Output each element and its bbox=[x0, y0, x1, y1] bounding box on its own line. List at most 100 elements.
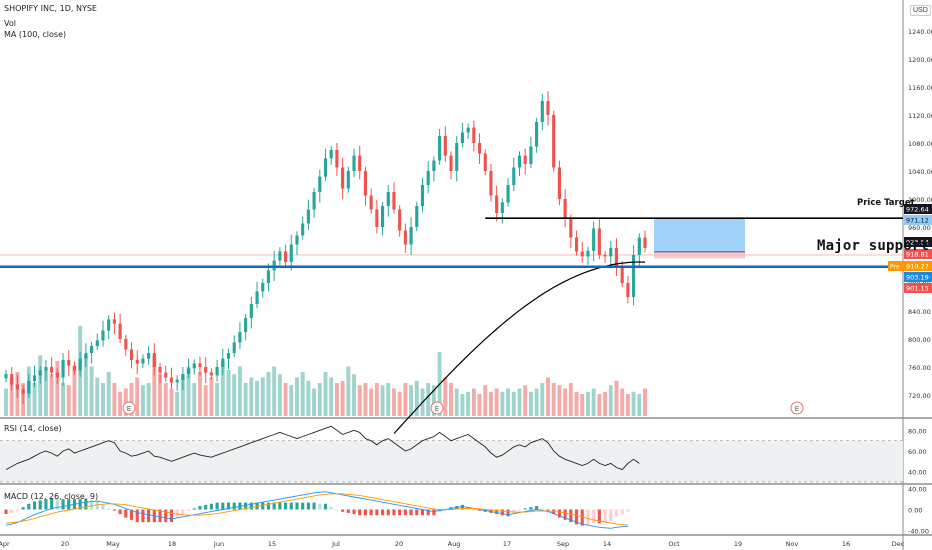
candle-body bbox=[409, 227, 413, 245]
volume-bar bbox=[374, 383, 379, 416]
price-tag-bg bbox=[904, 215, 932, 225]
candle-body bbox=[232, 342, 236, 353]
volume-bar bbox=[443, 377, 448, 416]
price-tick-label: 1040.00 bbox=[908, 168, 932, 176]
macd-histogram-bar bbox=[289, 502, 293, 510]
price-tag-bg bbox=[904, 249, 932, 259]
candle-body bbox=[95, 340, 99, 346]
volume-bar bbox=[226, 369, 231, 416]
volume-bar bbox=[403, 383, 408, 416]
volume-bar bbox=[546, 377, 550, 416]
volume-bar bbox=[397, 391, 402, 416]
macd-histogram-bar bbox=[27, 503, 31, 510]
volume-bar bbox=[38, 355, 43, 416]
candle-body bbox=[164, 372, 168, 378]
volume-bar bbox=[631, 391, 636, 416]
volume-bar bbox=[603, 391, 608, 416]
candle-body bbox=[540, 101, 544, 122]
volume-bar bbox=[135, 377, 140, 416]
macd-histogram-bar bbox=[409, 509, 413, 516]
macd-histogram-bar bbox=[32, 501, 37, 510]
price-tag: 910.27 bbox=[906, 263, 929, 271]
candle-body bbox=[90, 346, 94, 353]
price-tick-label: 840.00 bbox=[908, 308, 931, 316]
macd-histogram-bar bbox=[158, 509, 162, 523]
macd-line bbox=[5, 491, 628, 529]
price-tick-label: 800.00 bbox=[908, 336, 931, 344]
candle-body bbox=[432, 160, 436, 171]
target-box bbox=[654, 218, 745, 252]
macd-histogram-bar bbox=[295, 502, 299, 510]
macd-histogram-bar bbox=[135, 509, 139, 523]
volume-bar bbox=[112, 383, 117, 416]
macd-histogram-bar bbox=[78, 499, 82, 510]
candle-body bbox=[472, 127, 476, 143]
candle-body bbox=[346, 171, 350, 189]
candle-body bbox=[175, 379, 179, 383]
price-tick-label: 720.00 bbox=[908, 392, 931, 400]
candle-body bbox=[563, 199, 567, 219]
macd-histogram-bar bbox=[50, 498, 54, 510]
candle-body bbox=[506, 185, 510, 203]
price-tag-bg bbox=[904, 261, 932, 271]
volume-bar bbox=[220, 361, 225, 416]
volume-bar bbox=[152, 355, 157, 416]
macd-histogram-bar bbox=[626, 509, 630, 512]
macd-pane: -40.00 0.00 40.00 bbox=[4, 486, 929, 535]
candle-body bbox=[21, 389, 25, 394]
currency-badge[interactable]: USD bbox=[910, 5, 931, 16]
volume-bar bbox=[346, 366, 351, 416]
candle-body bbox=[152, 353, 156, 367]
time-tick-label: 15 bbox=[268, 540, 276, 548]
time-tick-label: May bbox=[106, 540, 120, 548]
time-tick-label: Apr bbox=[0, 540, 10, 548]
macd-histogram-bar bbox=[187, 509, 191, 511]
rsi-pane: 40.00 60.00 80.00 bbox=[0, 425, 927, 483]
volume-bar bbox=[386, 383, 391, 416]
macd-histogram-bar bbox=[363, 509, 368, 516]
candle-body bbox=[358, 155, 362, 171]
candle-body bbox=[118, 323, 122, 339]
macd-histogram-bar bbox=[318, 503, 322, 510]
time-tick-label: Sep bbox=[557, 540, 569, 548]
candle-body bbox=[78, 358, 82, 371]
candle-body bbox=[306, 209, 310, 224]
earnings-marker-circle bbox=[122, 401, 136, 415]
candle-body bbox=[169, 377, 174, 383]
candle-body bbox=[226, 353, 231, 359]
macd-histogram-bar bbox=[272, 502, 276, 510]
macd-histogram-bar bbox=[495, 509, 499, 515]
volume-bar bbox=[323, 372, 328, 416]
candle-body bbox=[215, 367, 219, 376]
candle-body bbox=[375, 209, 379, 227]
volume-bar bbox=[101, 383, 105, 416]
volume-bar bbox=[637, 394, 642, 416]
macd-histogram-bar bbox=[278, 502, 282, 510]
volume-bars bbox=[4, 325, 647, 416]
macd-histogram-bar bbox=[312, 502, 316, 510]
volume-bar bbox=[175, 391, 180, 416]
volume-bar bbox=[363, 383, 368, 416]
candle-body bbox=[352, 155, 356, 171]
volume-bar bbox=[43, 369, 48, 416]
pre-market-label: Pre bbox=[890, 264, 900, 271]
candle-body bbox=[204, 367, 208, 373]
macd-histogram-bar bbox=[569, 509, 573, 523]
volume-bar bbox=[431, 385, 436, 416]
macd-histogram-bar bbox=[477, 509, 482, 511]
macd-histogram-bar bbox=[21, 507, 25, 510]
candle-body bbox=[546, 101, 550, 115]
volume-bar bbox=[551, 383, 556, 416]
macd-histogram-bar bbox=[500, 509, 504, 516]
candle-body bbox=[477, 143, 482, 154]
macd-histogram-bar bbox=[90, 500, 94, 510]
candle-body bbox=[295, 235, 299, 245]
candle-body bbox=[147, 353, 151, 359]
candle-body bbox=[369, 195, 373, 210]
earnings-marker-label: E bbox=[127, 405, 131, 413]
candle-body bbox=[420, 185, 425, 206]
volume-bar bbox=[340, 380, 345, 416]
price-tag: 903.19 bbox=[906, 274, 929, 282]
